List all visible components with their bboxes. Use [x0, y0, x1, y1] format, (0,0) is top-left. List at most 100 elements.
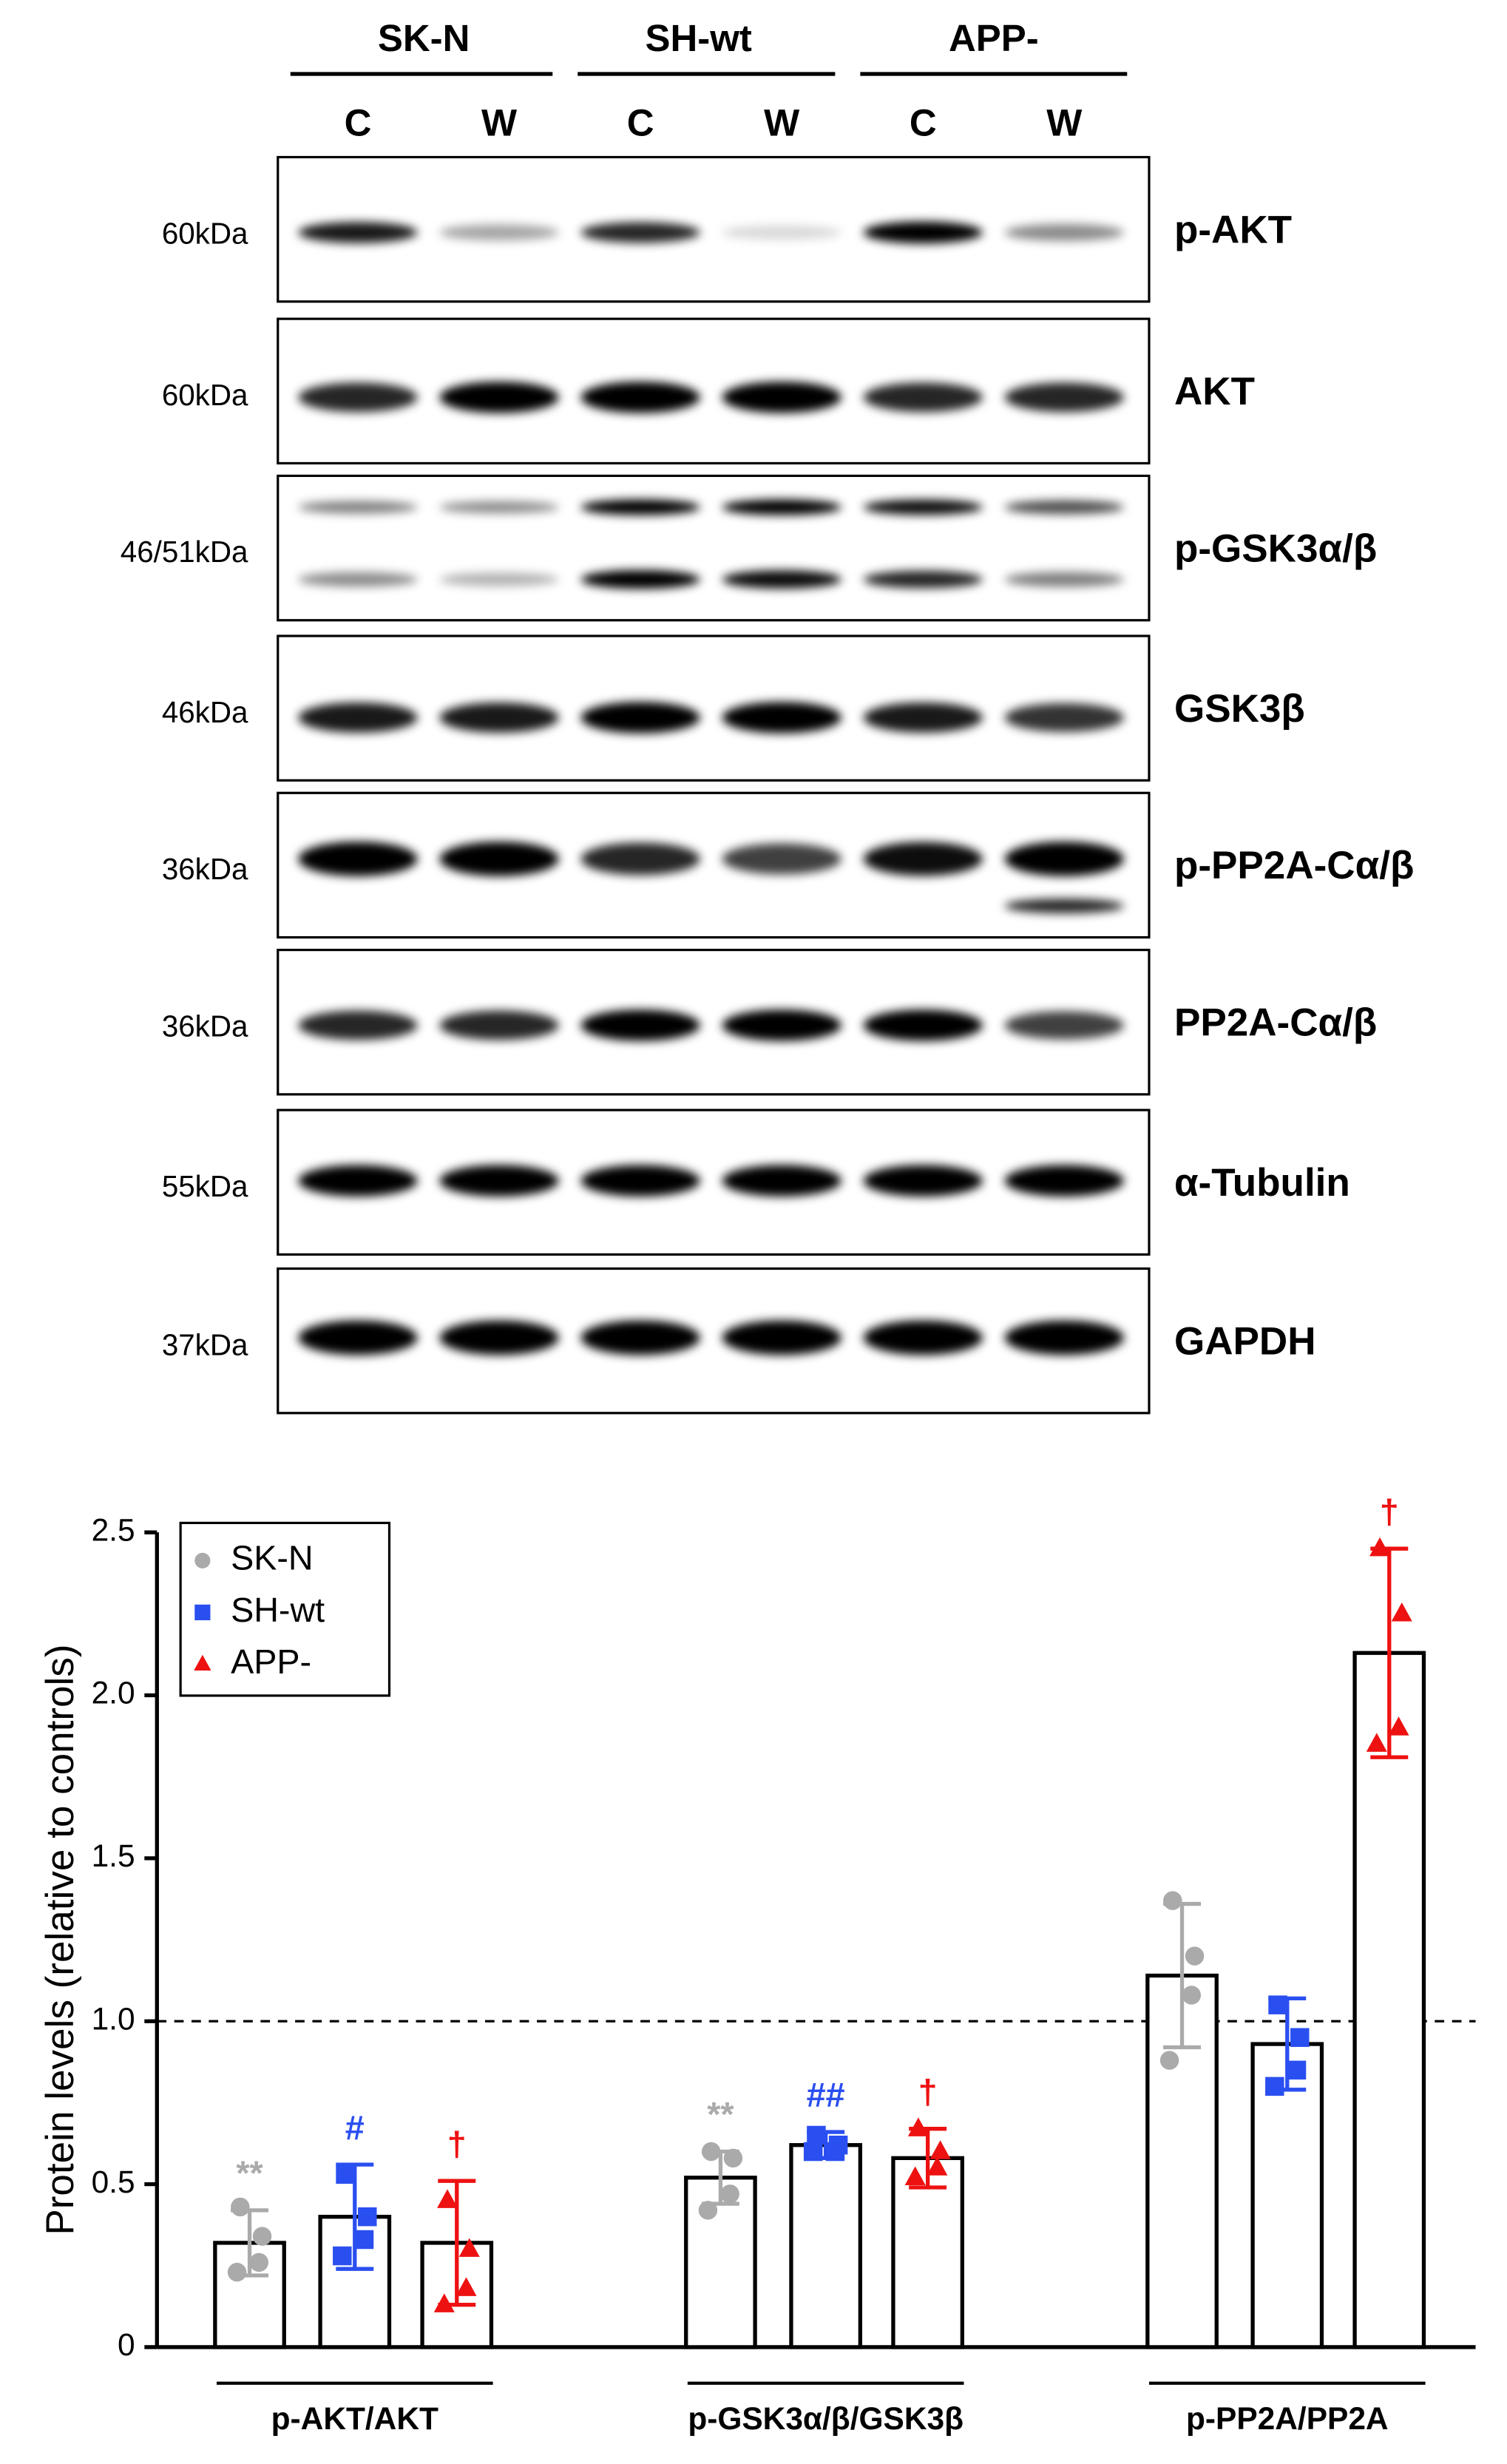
band: [298, 501, 418, 514]
group-label: APP-: [949, 17, 1039, 59]
legend-marker: [194, 1552, 211, 1568]
band: [298, 572, 418, 587]
data-point: [252, 2227, 272, 2246]
bar: [1352, 1651, 1426, 2349]
lane-label: C: [345, 101, 372, 143]
band: [1004, 223, 1125, 241]
band: [1004, 572, 1125, 587]
data-point: [929, 2140, 951, 2159]
band: [722, 382, 841, 413]
band: [1004, 500, 1125, 515]
legend-label: APP-: [231, 1642, 311, 1681]
band: [580, 222, 700, 243]
band: [863, 570, 983, 589]
band: [863, 1009, 983, 1041]
data-point: [1366, 1733, 1387, 1752]
blot-panel: [277, 634, 1151, 782]
data-point: [1182, 1986, 1202, 2005]
y-tick-label: 1.5: [92, 1838, 135, 1873]
band: [439, 1165, 559, 1197]
band: [1004, 898, 1125, 914]
data-point: [1391, 1602, 1412, 1622]
band: [439, 842, 559, 876]
kda-label: 60kDa: [162, 378, 248, 412]
band: [580, 499, 700, 515]
y-tick-label: 0.5: [92, 2165, 135, 2199]
band: [439, 501, 559, 514]
band: [1004, 1011, 1125, 1040]
band: [439, 572, 559, 586]
blot-panel: [277, 317, 1151, 465]
legend-marker: [194, 1654, 211, 1671]
kda-label: 60kDa: [162, 216, 248, 250]
band: [722, 702, 841, 734]
band: [580, 702, 700, 734]
y-axis-title: Protein levels (relative to controls): [38, 1644, 82, 2235]
y-tick-label: 2.0: [92, 1676, 135, 1710]
legend-marker: [194, 1604, 211, 1621]
data-point: [1287, 2060, 1307, 2080]
kda-label: 36kDa: [162, 852, 248, 886]
blot-panel: [277, 791, 1151, 939]
group-label: SK-N: [378, 17, 470, 59]
blot-panel: [277, 948, 1151, 1096]
band: [298, 702, 418, 733]
data-point: [1388, 1716, 1409, 1736]
band: [580, 1009, 700, 1041]
x-tick-label: p-PP2A/PP2A: [1186, 2401, 1389, 2436]
band: [863, 842, 983, 876]
data-point: [458, 2238, 480, 2257]
band: [863, 221, 983, 244]
data-point: [437, 2189, 458, 2208]
protein-label: p-AKT: [1174, 208, 1292, 251]
protein-label: GSK3β: [1174, 687, 1305, 731]
western-blot: SK-N SH-wt APP- C W C W C W 60kDa p-AKT 60kDa AKT 46/…: [121, 17, 1414, 1415]
band: [863, 382, 983, 413]
kda-label: 46/51kDa: [121, 535, 248, 569]
lane-label: W: [764, 101, 800, 143]
band: [1004, 382, 1125, 413]
band: [722, 843, 841, 875]
band: [580, 569, 700, 589]
lane-label: W: [481, 101, 518, 143]
data-point: [333, 2246, 352, 2266]
band: [439, 1010, 559, 1040]
data-point: [231, 2197, 250, 2217]
band: [722, 1320, 841, 1355]
kda-label: 37kDa: [162, 1327, 248, 1361]
y-tick-label: 0: [118, 2327, 135, 2362]
group-label: SH-wt: [646, 17, 752, 59]
protein-label: AKT: [1174, 370, 1255, 413]
data-point: [807, 2125, 826, 2145]
data-point: [227, 2262, 247, 2282]
band: [722, 1165, 841, 1197]
y-tick-label: 1.0: [92, 2001, 135, 2036]
blot-panel: [277, 474, 1151, 622]
band: [722, 499, 841, 515]
data-point: [720, 2184, 739, 2204]
significance-label: ##: [807, 2076, 845, 2114]
band: [722, 225, 841, 240]
kda-label: 36kDa: [162, 1009, 248, 1043]
lane-label: C: [627, 101, 654, 143]
lane-label: W: [1046, 101, 1083, 143]
band: [298, 1010, 418, 1040]
band: [863, 1165, 983, 1197]
band: [298, 1165, 418, 1197]
band: [439, 224, 559, 241]
band: [722, 1009, 841, 1041]
band: [298, 382, 418, 413]
blot-panel: [277, 1109, 1151, 1256]
data-point: [1159, 2051, 1179, 2070]
band: [298, 1320, 418, 1355]
band: [1004, 1320, 1125, 1355]
data-point: [904, 2166, 926, 2185]
band: [580, 1320, 700, 1355]
band: [439, 702, 559, 733]
band: [863, 499, 983, 515]
significance-label: †: [918, 2072, 938, 2111]
blot-panel: [277, 155, 1151, 303]
band: [298, 222, 418, 243]
data-point: [249, 2253, 269, 2272]
